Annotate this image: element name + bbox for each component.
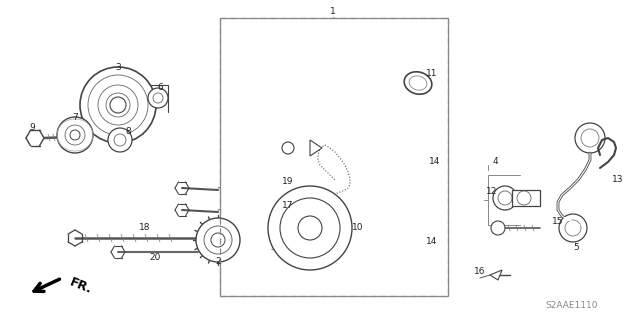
Circle shape xyxy=(268,186,352,270)
Circle shape xyxy=(280,198,340,258)
Text: 3: 3 xyxy=(115,63,121,72)
Text: 17: 17 xyxy=(282,201,294,210)
Circle shape xyxy=(108,128,132,152)
Circle shape xyxy=(153,93,163,103)
Text: 1: 1 xyxy=(330,8,336,17)
Circle shape xyxy=(491,221,505,235)
Circle shape xyxy=(65,125,85,145)
Text: FR.: FR. xyxy=(68,276,94,296)
Text: 11: 11 xyxy=(426,69,438,78)
Text: 8: 8 xyxy=(125,128,131,137)
Text: 20: 20 xyxy=(149,254,161,263)
Bar xyxy=(220,18,448,296)
Circle shape xyxy=(581,129,599,147)
Bar xyxy=(221,19,447,295)
Text: 15: 15 xyxy=(552,218,564,226)
Bar xyxy=(512,190,540,206)
Text: 5: 5 xyxy=(573,243,579,253)
Polygon shape xyxy=(310,140,322,156)
Circle shape xyxy=(148,88,168,108)
Circle shape xyxy=(57,117,93,153)
Text: 14: 14 xyxy=(426,238,438,247)
Text: 4: 4 xyxy=(492,158,498,167)
Text: 16: 16 xyxy=(474,268,486,277)
Ellipse shape xyxy=(404,72,432,94)
Circle shape xyxy=(114,134,126,146)
Circle shape xyxy=(565,220,581,236)
Circle shape xyxy=(282,142,294,154)
Circle shape xyxy=(493,186,517,210)
Text: 12: 12 xyxy=(486,188,498,197)
Circle shape xyxy=(196,218,240,262)
Text: 18: 18 xyxy=(140,224,151,233)
Circle shape xyxy=(517,191,531,205)
Text: 9: 9 xyxy=(29,123,35,132)
Ellipse shape xyxy=(409,76,427,90)
Circle shape xyxy=(298,216,322,240)
Circle shape xyxy=(211,233,225,247)
Text: S2AAE1110: S2AAE1110 xyxy=(546,301,598,310)
Circle shape xyxy=(70,130,80,140)
Text: 19: 19 xyxy=(282,177,294,187)
Circle shape xyxy=(80,67,156,143)
Text: 2: 2 xyxy=(215,257,221,266)
Text: 10: 10 xyxy=(352,224,364,233)
Circle shape xyxy=(204,226,232,254)
Circle shape xyxy=(110,97,126,113)
Text: 7: 7 xyxy=(72,114,78,122)
Text: 13: 13 xyxy=(612,175,624,184)
Circle shape xyxy=(575,123,605,153)
Polygon shape xyxy=(490,270,502,280)
Circle shape xyxy=(559,214,587,242)
Text: 6: 6 xyxy=(157,84,163,93)
Circle shape xyxy=(498,191,512,205)
Text: 14: 14 xyxy=(429,158,441,167)
